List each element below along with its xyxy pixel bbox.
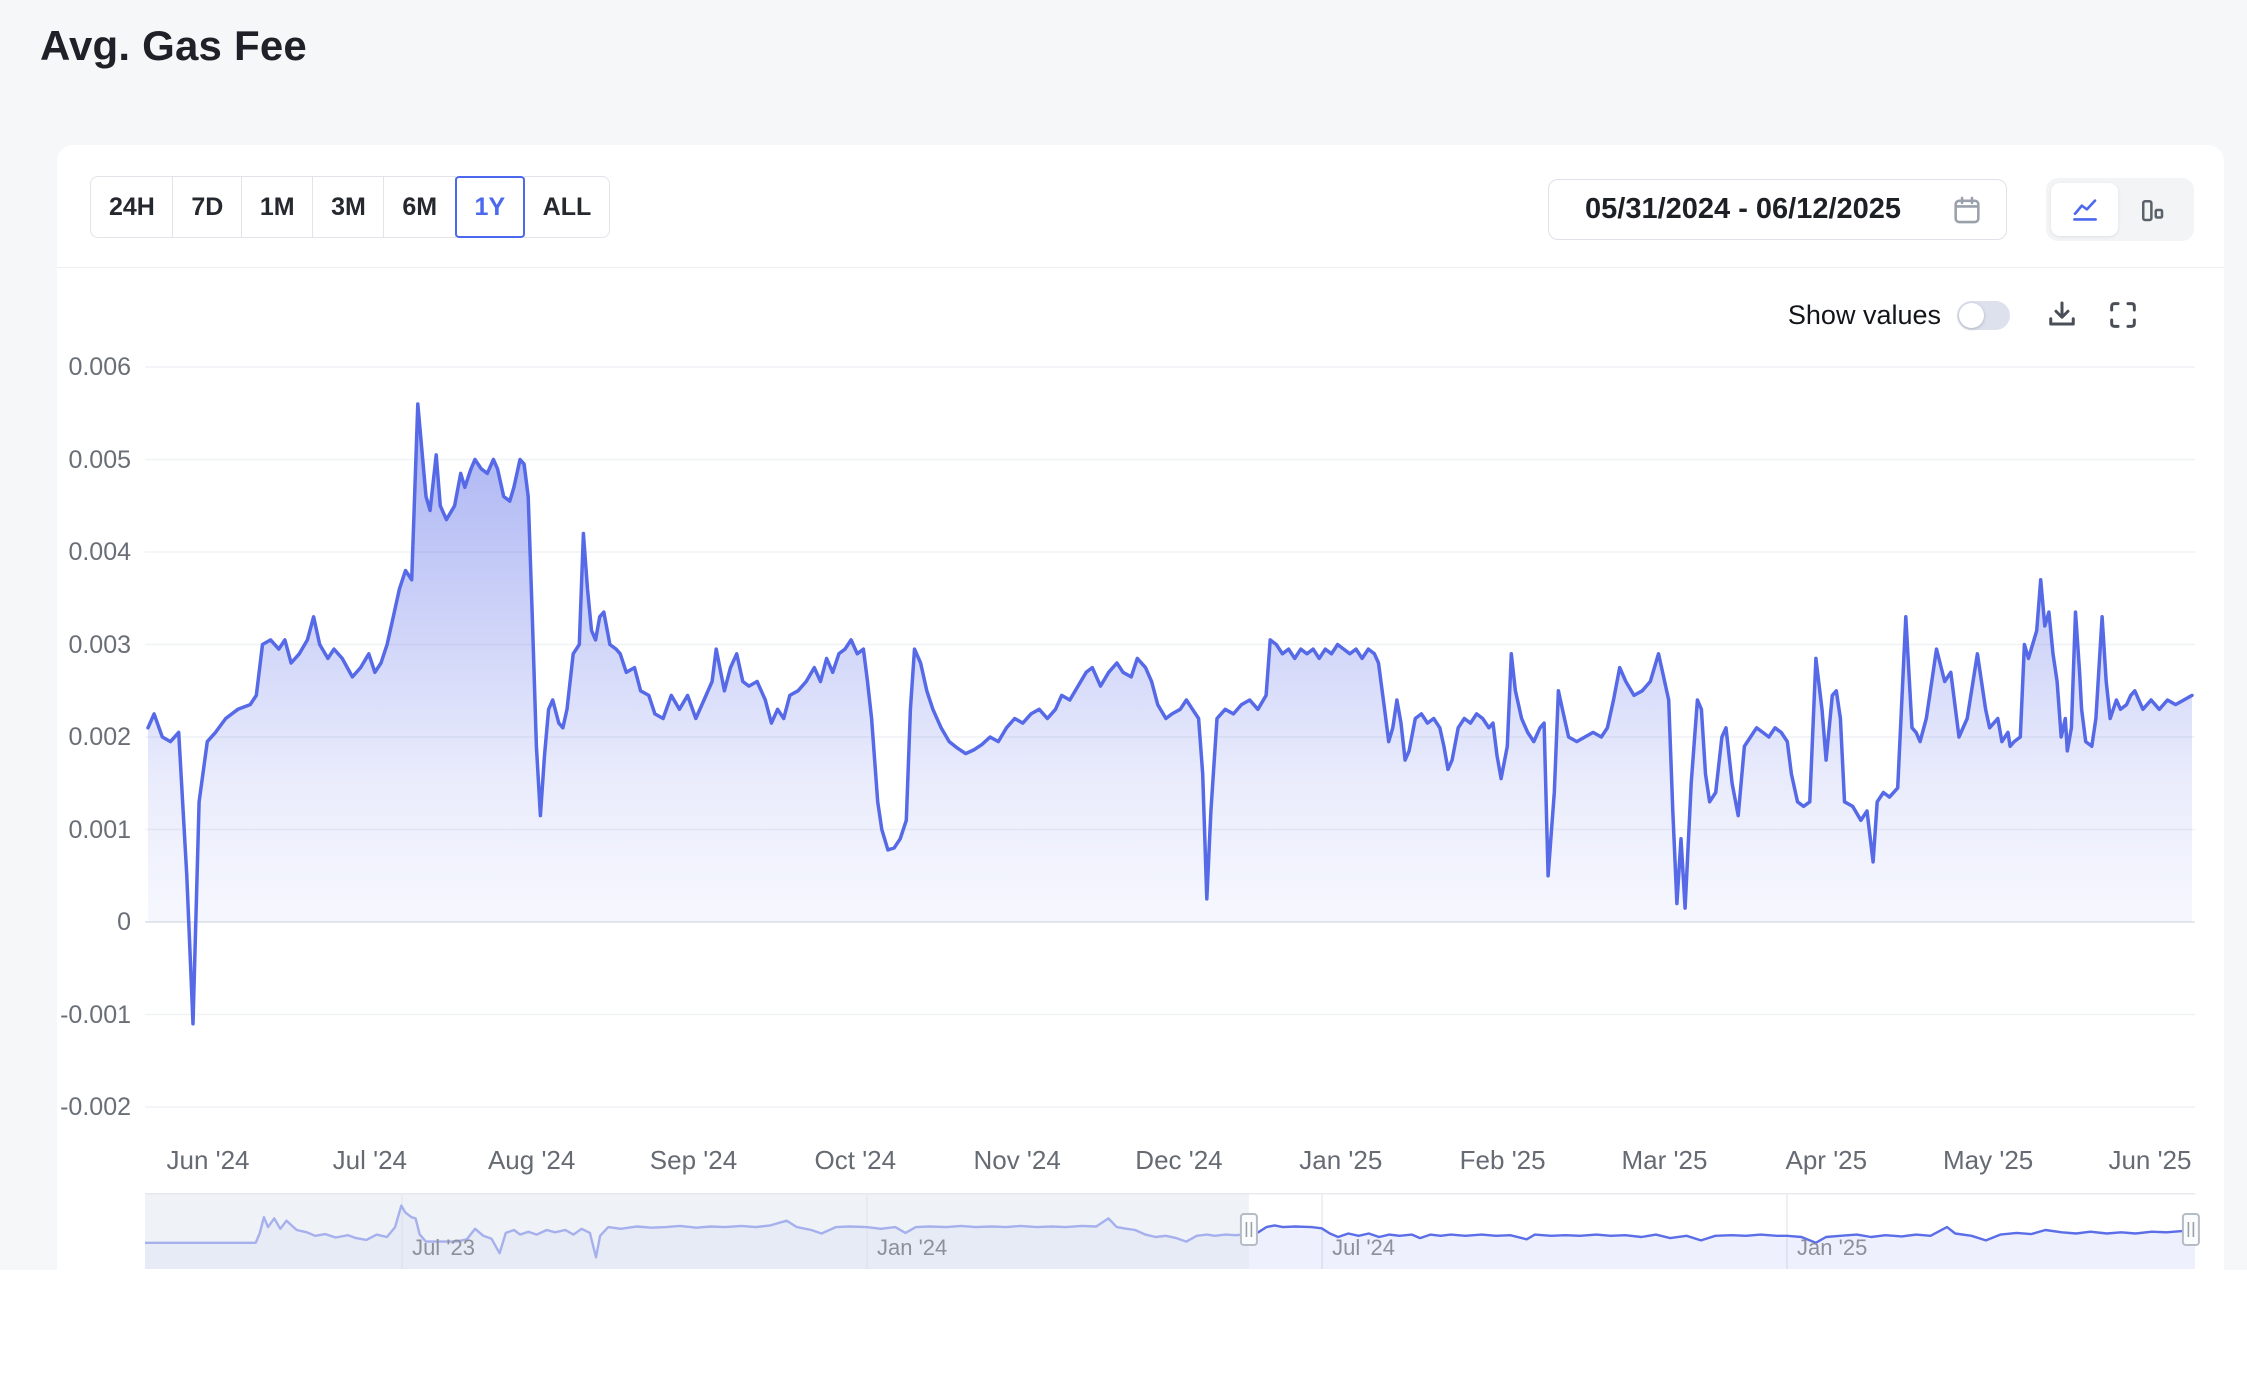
line-chart-icon <box>2070 195 2100 225</box>
navigator-tick-label: Jul '23 <box>412 1235 475 1260</box>
chart-controls: Show values <box>1788 293 2140 337</box>
download-icon <box>2044 297 2080 333</box>
range-button-24h[interactable]: 24H <box>90 176 174 238</box>
line-chart-toggle[interactable] <box>2051 183 2118 236</box>
y-tick-label: 0.006 <box>68 353 131 381</box>
y-tick-label: 0 <box>117 908 131 936</box>
range-button-1y[interactable]: 1Y <box>454 176 526 238</box>
y-tick-label: -0.001 <box>60 1000 131 1029</box>
column-chart-toggle[interactable] <box>2118 183 2185 236</box>
x-tick-label: Feb '25 <box>1459 1145 1546 1175</box>
chart-type-toggle <box>2046 178 2194 241</box>
x-tick-label: Jul '24 <box>332 1145 407 1175</box>
x-tick-label: May '25 <box>1943 1145 2034 1175</box>
y-tick-label: 0.004 <box>68 538 131 566</box>
navigator-tick-label: Jan '25 <box>1797 1235 1867 1260</box>
x-tick-label: Dec '24 <box>1135 1145 1223 1175</box>
x-tick-label: Jun '25 <box>2108 1145 2192 1175</box>
download-button[interactable] <box>2044 297 2080 333</box>
navigator[interactable]: Jul '23 Jan '24 Jul '24 Jan '25 <box>145 1193 2200 1269</box>
x-tick-label: Jan '25 <box>1299 1145 1383 1175</box>
show-values-label: Show values <box>1787 299 1941 330</box>
date-range-picker[interactable]: 05/31/2024 - 06/12/2025 <box>1548 179 2007 240</box>
x-tick-label: Jun '24 <box>166 1145 250 1175</box>
y-tick-label: 0.003 <box>68 630 131 659</box>
page-title: Avg. Gas Fee <box>40 22 307 69</box>
x-tick-label: Sep '24 <box>649 1145 738 1175</box>
x-tick-label: Mar '25 <box>1621 1145 1708 1175</box>
column-chart-icon <box>2137 195 2167 225</box>
y-tick-label: 0.005 <box>68 445 131 474</box>
calendar-icon <box>1950 193 1984 227</box>
y-tick-label: -0.002 <box>60 1093 131 1121</box>
chart-card: 24H 7D 1M 3M 6M 1Y ALL 05/31/2024 - 06/12/2025 <box>57 145 2224 1388</box>
navigator-left-handle[interactable] <box>1239 1213 1258 1246</box>
toolbar: 24H 7D 1M 3M 6M 1Y ALL 05/31/2024 - 06/12/2025 <box>57 145 2224 268</box>
navigator-tick-label: Jul '24 <box>1332 1235 1395 1260</box>
x-tick-label: Apr '25 <box>1785 1145 1868 1175</box>
toggle-knob <box>1959 302 1984 328</box>
x-tick-label: Aug '24 <box>487 1145 576 1175</box>
fullscreen-button[interactable] <box>2106 298 2140 332</box>
show-values-toggle[interactable] <box>1957 300 2010 330</box>
y-tick-label: 0.001 <box>68 815 131 844</box>
y-tick-label: 0.002 <box>68 723 131 751</box>
x-tick-label: Oct '24 <box>814 1145 897 1175</box>
range-button-3m[interactable]: 3M <box>312 176 385 238</box>
chart-plot-area[interactable] <box>145 340 2195 1115</box>
x-tick-label: Nov '24 <box>973 1145 1061 1175</box>
range-button-all[interactable]: ALL <box>523 176 611 238</box>
range-button-1m[interactable]: 1M <box>240 176 314 238</box>
navigator-right-handle[interactable] <box>2181 1213 2200 1246</box>
range-button-6m[interactable]: 6M <box>383 176 457 238</box>
time-range-button-group: 24H 7D 1M 3M 6M 1Y ALL <box>90 176 611 238</box>
date-range-value: 05/31/2024 - 06/12/2025 <box>1585 193 1902 225</box>
range-button-7d[interactable]: 7D <box>172 176 243 238</box>
navigator-tick-label: Jan '24 <box>877 1235 947 1260</box>
fullscreen-icon <box>2106 298 2140 332</box>
